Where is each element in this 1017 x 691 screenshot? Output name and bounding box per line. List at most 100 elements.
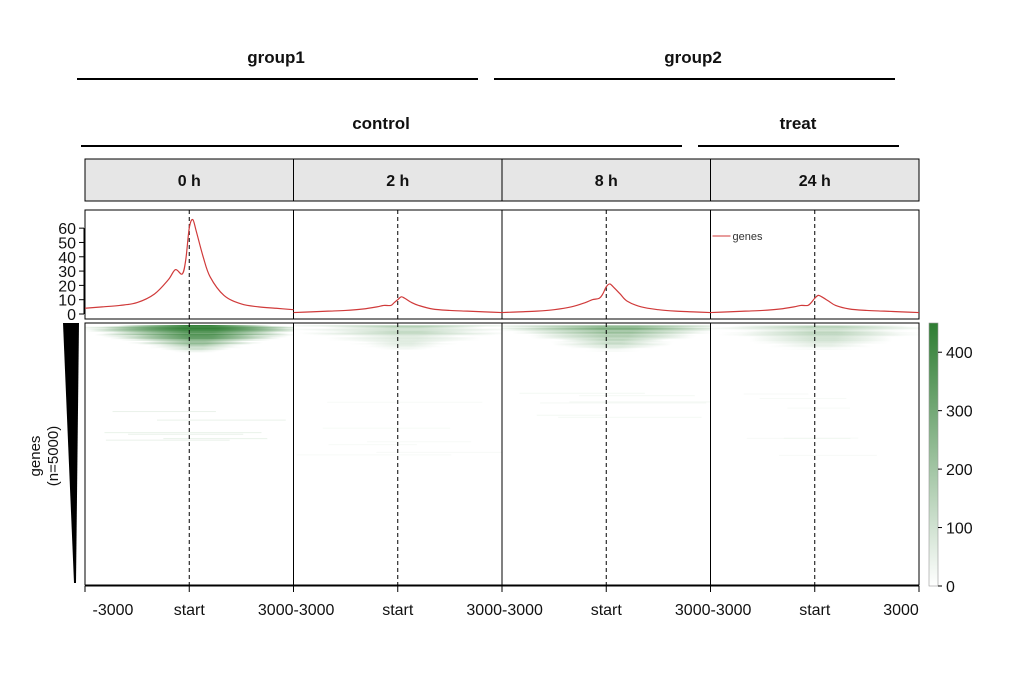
- heatmap-row: [112, 331, 278, 333]
- x-tick-label-1-0: -3000: [294, 602, 335, 619]
- profile-panel: genes: [84, 209, 920, 320]
- heatmap-row: [148, 344, 242, 347]
- heatmap-row: [740, 333, 901, 335]
- heatmap-row: [727, 328, 914, 331]
- colorbar-tick-label-4: 400: [946, 345, 973, 362]
- colorbar-tick-label-0: 0: [946, 579, 955, 596]
- heatmap-box-3: [710, 322, 920, 586]
- heatmap-row: [163, 438, 268, 440]
- heatmap-row: [94, 334, 294, 336]
- colorbar-tick-label-2: 200: [946, 462, 973, 479]
- y-tick-label-4: 40: [58, 250, 76, 267]
- heatmap-row: [560, 340, 665, 342]
- profile-box-3: [710, 209, 920, 320]
- x-tick-label-2-1: start: [591, 602, 623, 619]
- heatmap-row: [779, 348, 863, 350]
- heatmap-row: [502, 327, 711, 330]
- heatmap-row: [330, 338, 477, 341]
- heatmap-row: [749, 339, 892, 341]
- y-tick-label-1: 10: [58, 293, 76, 310]
- heatmap-row: [587, 348, 637, 350]
- heatmap-row: [550, 341, 675, 343]
- heatmap-row: [586, 347, 639, 350]
- heatmap-panel: [84, 322, 920, 586]
- heatmap-row: [555, 344, 670, 347]
- heatmap-row: [297, 332, 502, 334]
- facet-strip-0: [84, 158, 294, 202]
- heatmap-row: [325, 337, 483, 340]
- heatmap-row: [749, 337, 893, 340]
- heatmap-row: [321, 325, 486, 328]
- heatmap-row: [752, 342, 890, 344]
- heatmap-row: [323, 428, 450, 429]
- heatmap-row: [104, 432, 262, 434]
- heatmap-row: [746, 437, 851, 439]
- y-tick-label-2: 20: [58, 278, 76, 295]
- heatmap-row: [327, 402, 482, 403]
- colorbar-rect: [928, 322, 939, 587]
- heatmap-row: [323, 327, 484, 330]
- heatmap-bg-3: [710, 323, 919, 585]
- heatmap-row: [767, 345, 875, 348]
- heatmap-cells-2: [502, 325, 711, 418]
- heatmap-row: [301, 333, 502, 335]
- heatmap-row: [506, 328, 711, 331]
- heatmap-row: [563, 345, 661, 348]
- x-tick-label-3-0: -3000: [711, 602, 752, 619]
- row-axis-label: genes: [27, 436, 44, 477]
- heatmap-row: [540, 402, 707, 404]
- colorbar: 0 100 200 300 400: [928, 322, 973, 596]
- heatmap-row: [146, 346, 244, 349]
- heatmap-row: [117, 336, 273, 339]
- heatmap-row: [98, 332, 292, 334]
- group-label-1: group1: [247, 48, 305, 67]
- heatmap-row: [326, 326, 482, 329]
- heatmap-row: [135, 334, 256, 337]
- facet-strip-2: [501, 158, 711, 202]
- heatmap-row: [551, 343, 673, 345]
- heatmap-row: [735, 334, 906, 337]
- heatmap-row: [109, 337, 281, 340]
- heatmap-row: [379, 348, 428, 350]
- heatmap-row: [128, 433, 244, 435]
- heatmap-row: [155, 345, 236, 348]
- heatmap-row: [310, 334, 497, 336]
- heatmap-row: [158, 348, 232, 350]
- heatmap-row: [774, 343, 868, 345]
- heatmap-row: [511, 332, 711, 334]
- heatmap-row: [348, 340, 459, 342]
- heatmap-row: [313, 330, 494, 332]
- heatmap-row: [367, 441, 471, 442]
- heatmap-row: [788, 346, 853, 349]
- heatmap-row: [333, 331, 474, 333]
- heatmap-row: [749, 336, 893, 339]
- facet-label-0: 0 h: [178, 173, 201, 190]
- heatmap-row: [713, 326, 919, 329]
- heatmap-row: [349, 334, 459, 337]
- heatmap-row: [85, 326, 294, 329]
- heatmap-row: [770, 344, 872, 347]
- heatmap-row: [733, 330, 909, 332]
- profile-box-2: [501, 209, 711, 320]
- x-tick-label-1-2: 3000: [466, 602, 502, 619]
- heatmap-row: [579, 395, 695, 397]
- heatmap-row: [766, 341, 876, 343]
- heatmap-row: [162, 347, 229, 350]
- heatmap-row: [104, 327, 287, 330]
- heatmap-row: [732, 325, 910, 327]
- heatmap-row: [112, 411, 216, 413]
- profile-line-2: [501, 283, 711, 314]
- heatmap-row: [748, 340, 893, 342]
- heatmap-row: [367, 344, 441, 347]
- heatmap-row: [297, 454, 452, 455]
- x-tick-label-2-0: -3000: [502, 602, 543, 619]
- heatmap-row: [533, 337, 692, 340]
- heatmap-cells-3: [710, 325, 919, 456]
- heatmap-row: [369, 343, 438, 346]
- heatmap-row: [568, 346, 657, 349]
- heatmap-row: [119, 339, 271, 341]
- heatmap-row: [348, 335, 460, 338]
- heatmap-row: [787, 407, 850, 409]
- colorbar-tick-label-3: 300: [946, 404, 973, 421]
